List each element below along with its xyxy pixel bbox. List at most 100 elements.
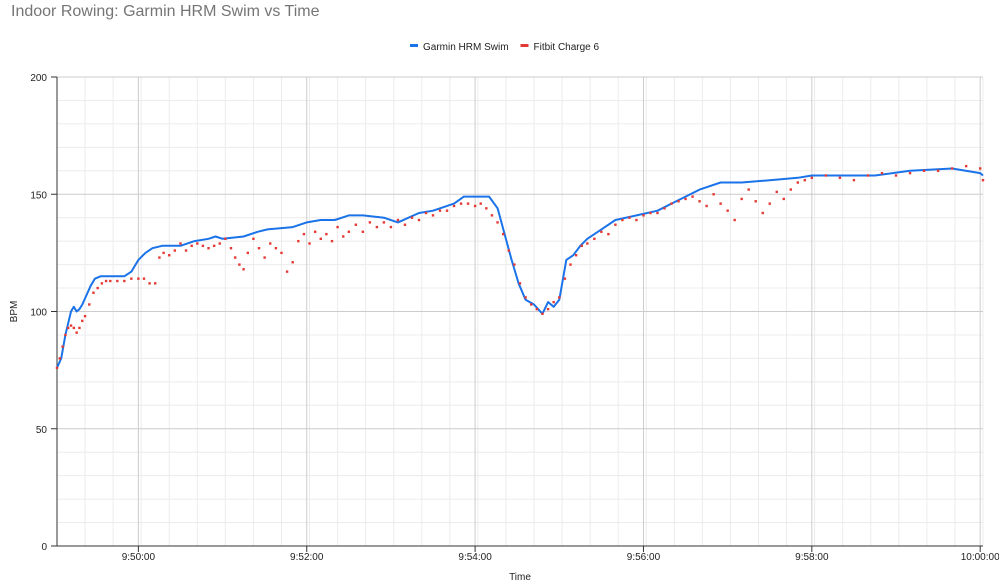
data-point xyxy=(563,277,567,280)
legend-swatch xyxy=(520,44,529,47)
data-point xyxy=(162,251,165,255)
data-point xyxy=(698,200,701,203)
data-point xyxy=(263,256,266,259)
data-point xyxy=(810,176,814,180)
series-points-fitbit xyxy=(55,164,985,369)
x-tick-labels: 9:50:00 9:52:00 9:54:00 9:56:00 9:58:00 10:00… xyxy=(122,552,999,563)
data-point xyxy=(838,176,842,180)
legend[interactable]: Garmin HRM Swim Fitbit Charge 6 xyxy=(410,42,600,53)
data-point xyxy=(67,326,70,330)
data-point xyxy=(100,282,104,285)
data-point xyxy=(789,188,792,191)
x-tick-label: 9:58:00 xyxy=(795,552,829,563)
data-point xyxy=(507,249,510,252)
y-tick-label: 0 xyxy=(41,542,47,553)
data-point xyxy=(238,263,241,266)
data-point xyxy=(207,246,210,250)
data-point xyxy=(257,246,261,250)
data-point xyxy=(445,209,449,212)
data-point xyxy=(607,232,610,236)
data-point xyxy=(649,211,652,215)
data-point xyxy=(496,221,499,224)
data-point xyxy=(81,319,84,323)
data-point xyxy=(740,197,743,201)
data-point xyxy=(78,326,81,330)
data-point xyxy=(212,244,216,248)
data-point xyxy=(396,218,400,222)
data-point xyxy=(116,279,119,283)
data-point xyxy=(824,174,828,177)
data-point xyxy=(252,237,255,241)
data-point xyxy=(382,221,386,224)
data-point xyxy=(438,209,442,212)
data-point xyxy=(726,209,729,212)
data-point xyxy=(490,214,494,217)
chart-title: Indoor Rowing: Garmin HRM Swim vs Time xyxy=(11,3,320,20)
data-point xyxy=(950,167,954,170)
data-point xyxy=(747,188,750,191)
data-point xyxy=(552,300,555,304)
data-point xyxy=(55,366,59,369)
y-tick-label: 50 xyxy=(36,425,48,436)
data-point xyxy=(586,242,589,245)
y-axis-title: BPM xyxy=(9,301,20,323)
data-point xyxy=(201,244,205,248)
series-layer xyxy=(55,164,985,369)
axes xyxy=(56,77,983,547)
data-point xyxy=(88,303,91,306)
data-point xyxy=(218,242,221,245)
x-axis-title: Time xyxy=(509,572,531,583)
data-point xyxy=(302,232,306,236)
data-point xyxy=(297,239,300,243)
data-point xyxy=(642,214,645,217)
data-point xyxy=(179,242,182,245)
data-point xyxy=(880,171,884,175)
data-point xyxy=(96,286,99,290)
data-point xyxy=(325,232,328,236)
data-point xyxy=(593,237,596,241)
data-point xyxy=(775,190,778,194)
data-point xyxy=(530,303,533,306)
data-point xyxy=(670,202,673,205)
data-point xyxy=(541,312,544,316)
data-point xyxy=(705,204,708,208)
data-point xyxy=(158,256,161,259)
data-point xyxy=(154,282,157,285)
data-point xyxy=(64,333,67,337)
y-tick-labels: 0 50 100 150 200 xyxy=(30,73,47,553)
data-point xyxy=(459,202,463,205)
data-point xyxy=(485,207,488,210)
data-point xyxy=(190,244,193,248)
data-point xyxy=(546,307,550,311)
data-point xyxy=(691,195,694,198)
data-point xyxy=(137,277,140,280)
data-point xyxy=(72,326,76,330)
data-point xyxy=(285,270,289,273)
data-point xyxy=(452,204,456,208)
data-point xyxy=(431,214,435,217)
data-point xyxy=(796,181,799,184)
data-point xyxy=(535,307,539,311)
data-point xyxy=(184,249,188,252)
data-point xyxy=(313,230,317,233)
data-point xyxy=(389,225,393,229)
data-point xyxy=(123,279,126,283)
legend-item-label: Garmin HRM Swim xyxy=(423,42,509,53)
data-point xyxy=(479,202,482,205)
data-point xyxy=(148,282,151,285)
x-tick-label: 9:56:00 xyxy=(627,552,661,563)
data-point xyxy=(319,237,322,241)
minor-gridlines xyxy=(56,77,984,546)
data-point xyxy=(92,291,95,294)
data-point xyxy=(246,251,250,255)
data-point xyxy=(600,230,603,233)
y-tick-label: 100 xyxy=(30,308,47,319)
data-point xyxy=(628,216,631,219)
data-point xyxy=(269,242,272,245)
y-tick-label: 200 xyxy=(30,73,47,84)
data-point xyxy=(336,225,339,229)
data-point xyxy=(684,197,687,201)
data-point xyxy=(754,200,757,203)
data-point xyxy=(403,223,407,226)
